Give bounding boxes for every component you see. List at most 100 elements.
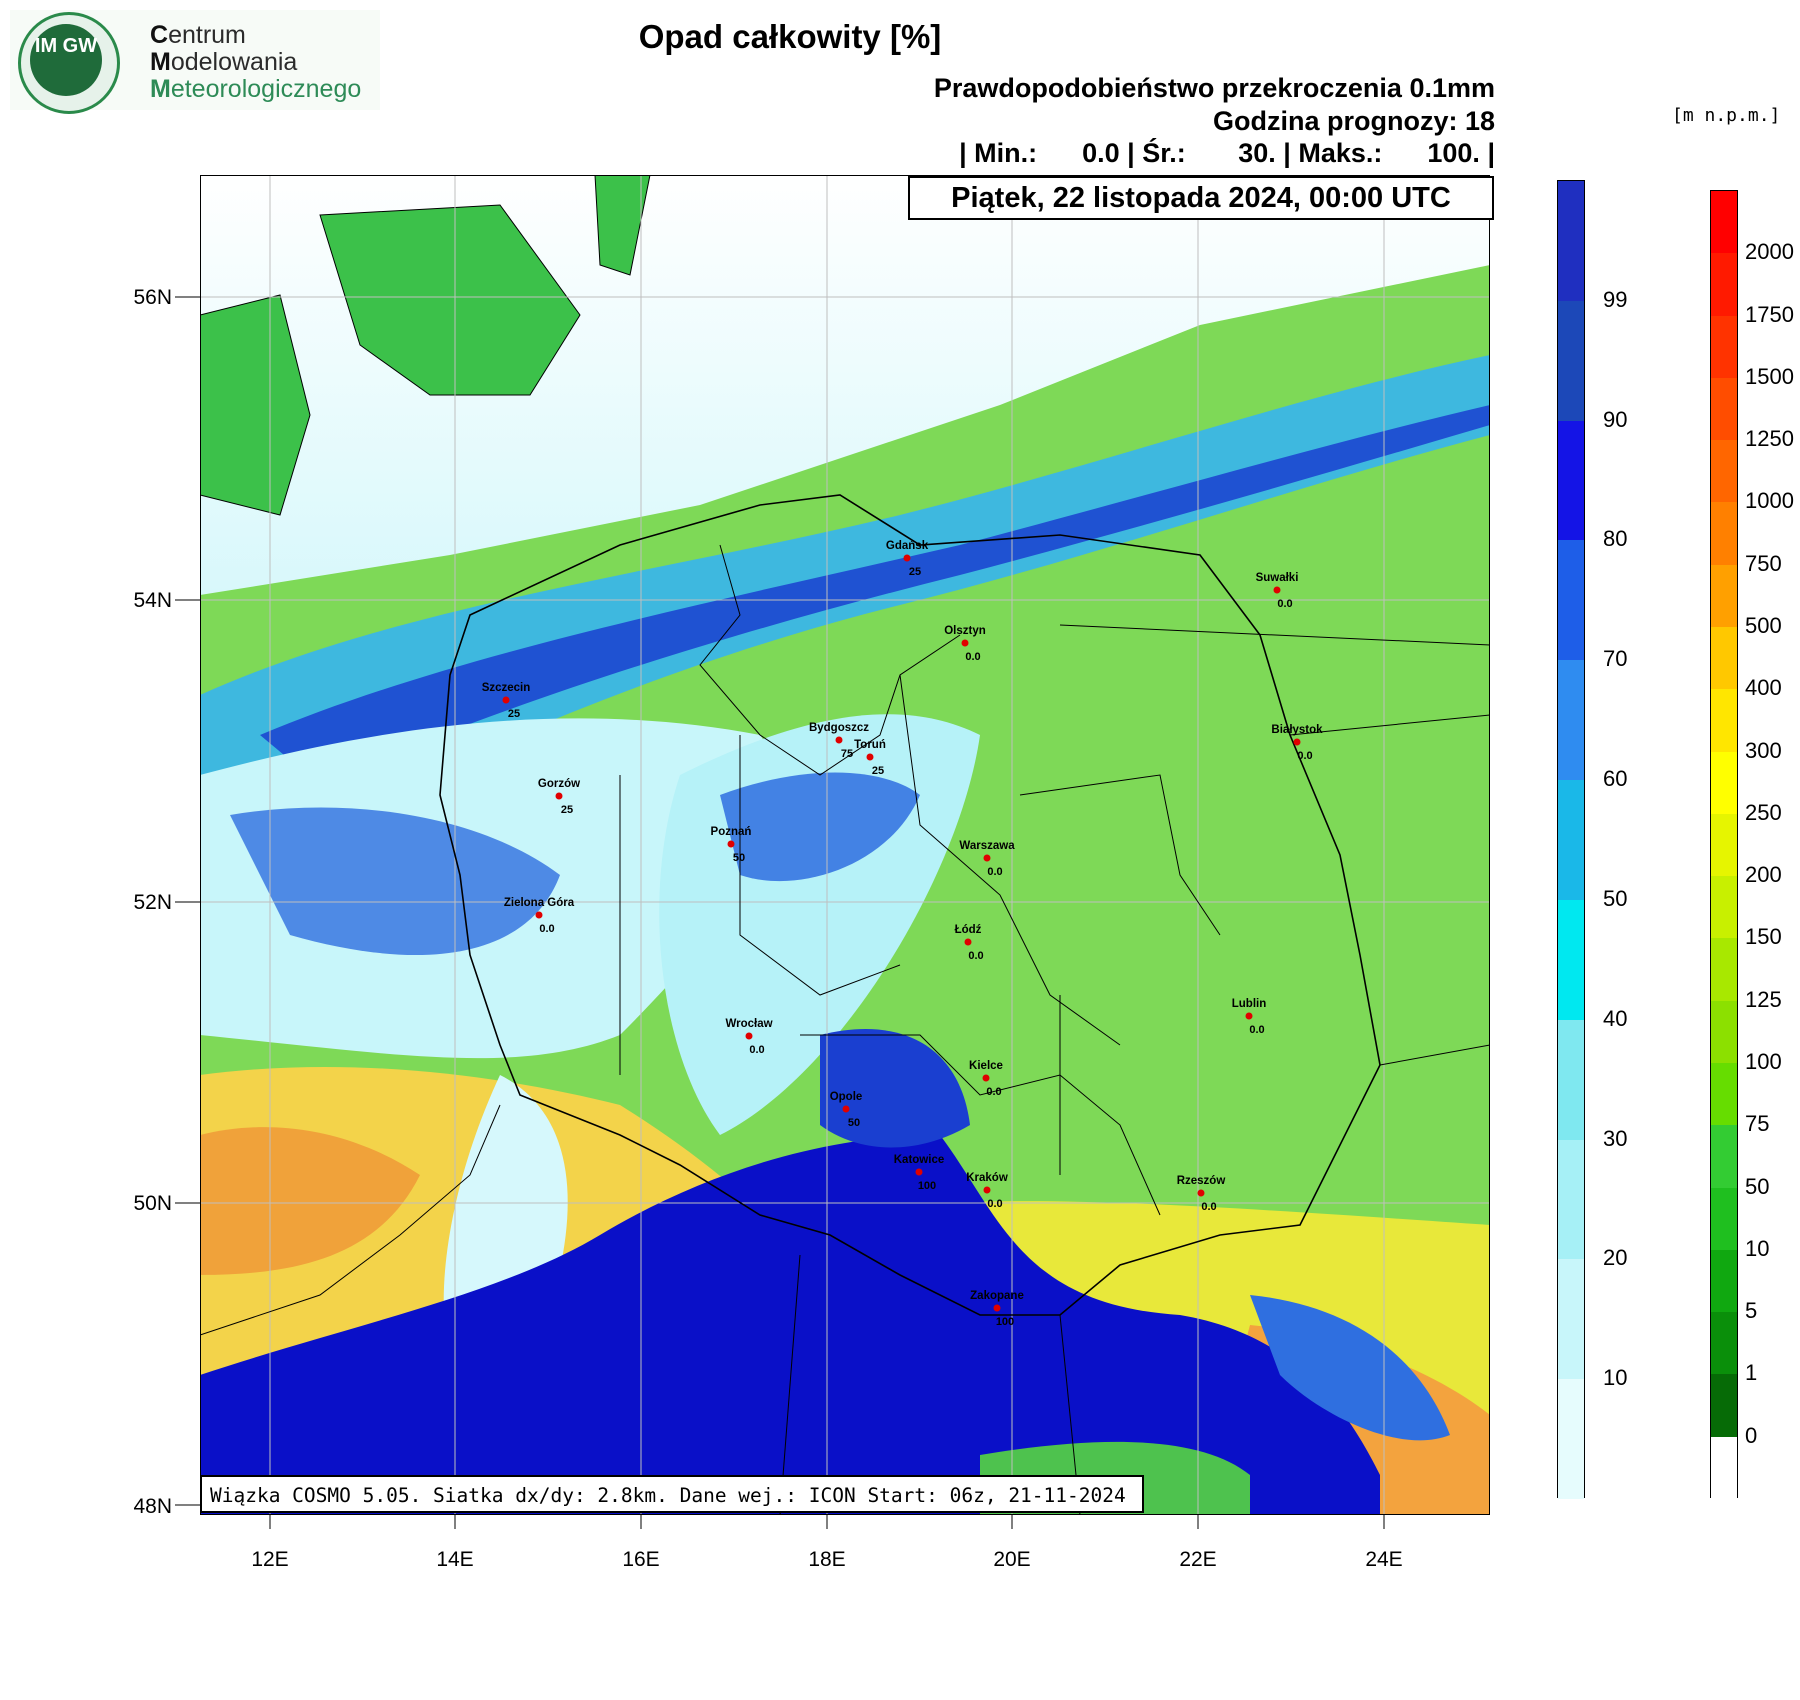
- city-marker: [964, 938, 972, 946]
- lon-label-16e: 16E: [622, 1548, 660, 1571]
- precip-scale-label: 99: [1603, 286, 1628, 312]
- terrain-scale-label: 1500: [1745, 363, 1794, 389]
- terrain-scale-label: 10: [1745, 1235, 1770, 1261]
- terrain-scale-swatch: [1711, 1187, 1737, 1251]
- precip-scale-swatch: [1558, 300, 1584, 422]
- graticule: [200, 175, 1490, 1515]
- neighbour-borders: [200, 624, 1490, 1515]
- city-marker: [1197, 1189, 1205, 1197]
- terrain-scale-label: 75: [1745, 1111, 1770, 1137]
- precip-heavy-south: [200, 1135, 1380, 1515]
- terrain-highland-west: [200, 1127, 420, 1275]
- city-marker: [915, 1168, 923, 1176]
- city-name-label: Rzeszów: [1177, 1175, 1226, 1187]
- terrain-scale-label: 100: [1745, 1049, 1782, 1074]
- terrain-scale-swatch: [1711, 689, 1737, 753]
- city-name-label: Łódź: [955, 924, 982, 936]
- precip-scale-swatch: [1558, 780, 1584, 901]
- city-name-label: Suwałki: [1256, 572, 1299, 584]
- city-value-label: 25: [909, 566, 921, 578]
- precip-scale-label: 60: [1603, 766, 1628, 792]
- terrain-scale-label: 1750: [1745, 301, 1794, 327]
- lat-ticks: [175, 296, 200, 1506]
- terrain-scale-label: 200: [1745, 862, 1782, 888]
- precip-scale-label: 90: [1603, 406, 1628, 432]
- city-marker: [983, 854, 991, 862]
- terrain-scale-swatch: [1711, 1374, 1737, 1438]
- city-marker: [745, 1032, 753, 1040]
- field-statistics: | Min.: 0.0 | Śr.: 30. | Maks.: 100. |: [959, 138, 1495, 168]
- city-value-label: 0.0: [1297, 750, 1312, 762]
- city-value-label: 0.0: [539, 923, 554, 935]
- lat-label-50n: 50N: [133, 1192, 172, 1215]
- city-value-label: 0.0: [749, 1044, 764, 1056]
- precip-scale-swatch: [1558, 540, 1584, 661]
- forecast-hour: Godzina prognozy: 18: [1212, 106, 1495, 136]
- city-name-label: Zakopane: [970, 1290, 1024, 1302]
- city-marker: [866, 753, 874, 761]
- city-name-label: Poznań: [711, 826, 752, 838]
- terrain-scale-swatch: [1711, 627, 1737, 690]
- terrain-scale-label: 2000: [1745, 239, 1794, 265]
- city-value-label: 100: [918, 1180, 936, 1192]
- terrain-scale-label: 750: [1745, 550, 1782, 576]
- city-markers: Gdańsk 25 Suwałki 0.0 Olsztyn 0.0 Szczecin 25 By…: [482, 540, 1323, 1328]
- precip-band-core: [260, 405, 1490, 785]
- terrain-scale-swatch: [1711, 1312, 1737, 1375]
- map-subtitle: Prawdopodobieństwo przekroczenia 0.1mm: [933, 73, 1495, 103]
- terrain-scale-label: 1250: [1745, 426, 1794, 452]
- city-value-label: 100: [996, 1316, 1014, 1328]
- terrain-scale-swatch: [1711, 1125, 1737, 1189]
- city-marker: [961, 639, 969, 647]
- precip-scale-swatch: [1558, 420, 1584, 541]
- precip-scale-swatch: [1558, 899, 1584, 1021]
- city-marker: [983, 1186, 991, 1194]
- city-name-label: Białystok: [1271, 724, 1323, 736]
- precip-scale-label: 10: [1603, 1365, 1628, 1391]
- city-marker: [502, 696, 510, 704]
- city-marker: [842, 1105, 850, 1113]
- model-run-info: Wiązka COSMO 5.05. Siatka dx/dy: 2.8km. …: [200, 1475, 1144, 1513]
- city-value-label: 0.0: [968, 950, 983, 962]
- terrain-scale-swatch: [1711, 377, 1737, 441]
- terrain-scale-label: 1000: [1745, 488, 1794, 514]
- terrain-scale-swatch: [1711, 938, 1737, 1002]
- city-marker: [993, 1304, 1001, 1312]
- terrain-scale-label: 500: [1745, 613, 1782, 638]
- city-name-label: Wrocław: [725, 1018, 772, 1030]
- terrain-unit-label: [m n.p.m.]: [1672, 105, 1781, 126]
- lat-label-52n: 52N: [133, 891, 172, 914]
- city-value-label: 0.0: [1201, 1201, 1216, 1213]
- precip-scale-label: 80: [1603, 526, 1628, 552]
- terrain-scale-swatch: [1711, 315, 1737, 379]
- precip-scale-label: 50: [1603, 885, 1628, 911]
- precip-scale-label: 30: [1603, 1125, 1628, 1151]
- city-value-label: 0.0: [1277, 598, 1292, 610]
- terrain-scale-swatch: [1711, 564, 1737, 628]
- imgw-logo-badge: IM GW: [30, 24, 102, 96]
- city-value-label: 0.0: [1249, 1024, 1264, 1036]
- city-name-label: Kraków: [966, 1172, 1008, 1184]
- terrain-scale-swatch: [1711, 1249, 1737, 1313]
- city-name-label: Warszawa: [959, 840, 1015, 852]
- terrain-scale-swatch: [1711, 253, 1737, 317]
- city-value-label: 0.0: [987, 1198, 1002, 1210]
- terrain-scale-swatch: [1711, 813, 1737, 877]
- city-name-label: Opole: [830, 1091, 863, 1103]
- precip-patch-west: [230, 807, 560, 955]
- terrain-scale-label: 300: [1745, 737, 1782, 763]
- precip-scale-swatch: [1558, 1259, 1584, 1380]
- city-name-label: Kielce: [969, 1060, 1003, 1072]
- city-value-label: 50: [848, 1117, 860, 1129]
- city-name-label: Zielona Góra: [504, 897, 575, 909]
- terrain-scale-label: 250: [1745, 799, 1782, 825]
- lon-label-14e: 14E: [436, 1548, 474, 1571]
- city-value-label: 0.0: [986, 1086, 1001, 1098]
- terrain-colorbar: [1710, 190, 1738, 1500]
- precip-scale-label: 20: [1603, 1245, 1628, 1271]
- city-name-label: Bydgoszcz: [809, 722, 869, 734]
- precip-heavy-katowice: [820, 1029, 970, 1148]
- precip-scale-swatch: [1558, 181, 1584, 302]
- terrain-scale-swatch: [1711, 876, 1737, 939]
- map-frame: [200, 175, 1490, 1515]
